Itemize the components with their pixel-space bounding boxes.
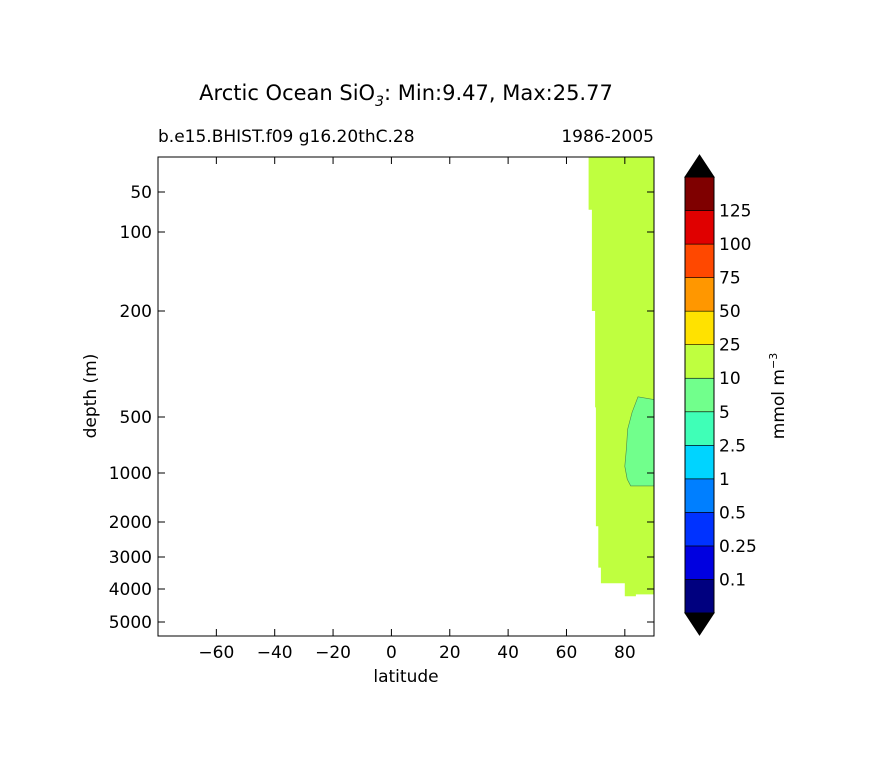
colorbar-tick-label: 0.1	[719, 570, 746, 590]
colorbar-swatch	[684, 445, 715, 480]
colorbar-tick-label: 10	[719, 369, 741, 389]
plot-frame	[157, 156, 655, 637]
colorbar	[684, 154, 715, 636]
colorbar-swatch	[684, 176, 715, 211]
x-tick-label: −40	[257, 643, 293, 663]
y-axis-label: depth (m)	[81, 354, 101, 439]
colorbar-swatch	[684, 579, 715, 614]
colorbar-label: mmol m−3	[767, 353, 789, 439]
colorbar-swatch	[684, 411, 715, 446]
contour-region-5-10	[624, 396, 654, 487]
x-tick-label: 0	[386, 643, 397, 663]
x-tick-label: −20	[315, 643, 351, 663]
colorbar-tick-label: 2.5	[719, 436, 746, 456]
contour-region-10-25	[583, 157, 654, 597]
axis-ticks	[158, 157, 654, 636]
colorbar-unit: mmol m	[769, 369, 789, 439]
chart-title-main: Arctic Ocean SiO	[199, 81, 375, 105]
colorbar-swatch	[684, 210, 715, 245]
x-tick-label: 80	[614, 643, 636, 663]
case-name-subtitle: b.e15.BHIST.f09 g16.20thC.28	[158, 127, 415, 147]
x-axis-label: latitude	[373, 667, 438, 687]
colorbar-swatch	[684, 277, 715, 312]
colorbar-tick-label: 5	[719, 403, 730, 423]
y-tick-label: 1000	[109, 464, 152, 484]
colorbar-tick-label: 100	[719, 235, 751, 255]
x-tick-label: −60	[198, 643, 234, 663]
x-tick-label: 60	[556, 643, 578, 663]
colorbar-tick-label: 0.25	[719, 537, 757, 557]
colorbar-tick-label: 25	[719, 336, 741, 356]
chart-title: Arctic Ocean SiO3: Min:9.47, Max:25.77	[199, 81, 613, 110]
y-tick-label: 200	[120, 302, 152, 322]
colorbar-tick-label: 1	[719, 470, 730, 490]
colorbar-unit-exponent: −3	[767, 353, 780, 369]
colorbar-tick-label: 75	[719, 269, 741, 289]
colorbar-swatch	[684, 545, 715, 580]
colorbar-swatch	[684, 344, 715, 379]
contour-regions	[583, 157, 654, 597]
x-tick-labels: −60 −40 −20 0 20 40 60 80	[198, 643, 635, 663]
chart-title-rest: : Min:9.47, Max:25.77	[384, 81, 613, 105]
colorbar-frame	[684, 176, 715, 614]
plot-background	[158, 157, 654, 636]
colorbar-tick-label: 50	[719, 302, 741, 322]
y-tick-label: 100	[120, 223, 152, 243]
y-tick-label: 3000	[109, 548, 152, 568]
x-tick-label: 20	[439, 643, 461, 663]
colorbar-tick-label: 0.5	[719, 503, 746, 523]
colorbar-swatch	[684, 478, 715, 513]
colorbar-swatch	[684, 243, 715, 278]
y-tick-label: 2000	[109, 513, 152, 533]
colorbar-swatch	[684, 310, 715, 345]
year-range-subtitle: 1986-2005	[561, 127, 654, 147]
colorbar-swatch	[684, 512, 715, 547]
y-tick-labels: 50 100 200 500 1000 2000 3000 4000 5000	[109, 183, 152, 633]
x-tick-label: 40	[497, 643, 519, 663]
plot-area: −60 −40 −20 0 20 40 60 80 50 100 200 500 1000 2000 30…	[109, 156, 655, 663]
y-tick-label: 50	[130, 183, 152, 203]
colorbar-swatch	[684, 377, 715, 413]
y-tick-label: 4000	[109, 580, 152, 600]
y-tick-label: 5000	[109, 613, 152, 633]
chart-title-subscript: 3	[375, 94, 384, 110]
colorbar-tick-label: 125	[719, 202, 751, 222]
y-tick-label: 500	[120, 408, 152, 428]
colorbar-tick-labels: 0.1 0.25 0.5 1 2.5 5 10 25 50 75 100 125	[719, 202, 757, 591]
